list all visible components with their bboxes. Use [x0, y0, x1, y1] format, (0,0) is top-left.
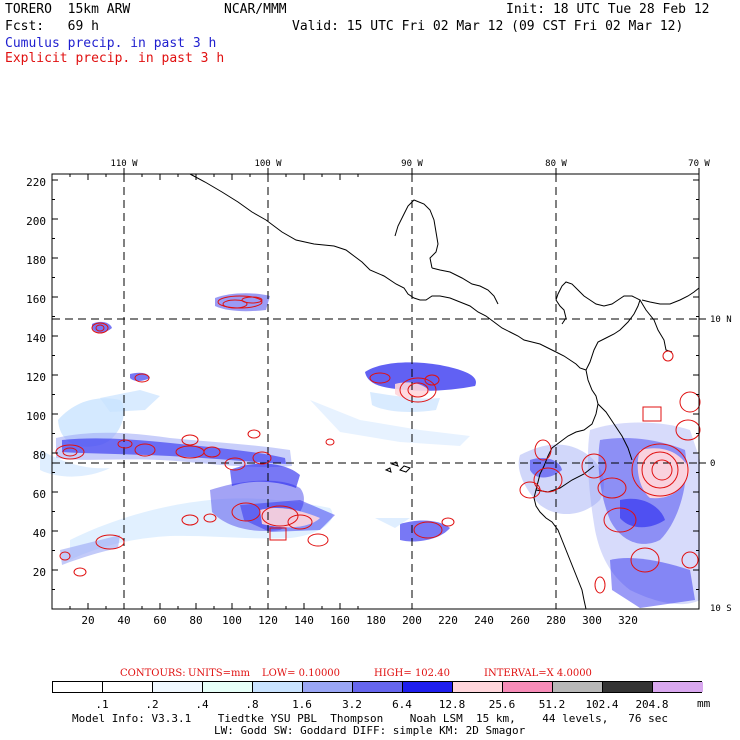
y-tick-label: 200 — [26, 215, 46, 228]
y-tick-label: 140 — [26, 332, 46, 345]
y-tick-label: 40 — [33, 527, 46, 540]
colorbar-level-label: 1.6 — [292, 698, 312, 711]
x-tick-label: 120 — [258, 614, 278, 627]
lon-label: 110 W — [110, 159, 138, 169]
x-tick-label: 200 — [402, 614, 422, 627]
explicit-precip-contours — [55, 295, 701, 594]
x-tick-label: 160 — [330, 614, 350, 627]
model-title: TORERO 15km ARW — [5, 2, 131, 17]
colorbar-swatch — [253, 682, 303, 692]
colorbar-level-label: .4 — [195, 698, 209, 711]
x-tick-label: 280 — [546, 614, 566, 627]
lon-labels: 110 W 100 W 90 W 80 W 70 W — [110, 159, 710, 169]
contour-low: LOW= 0.10000 — [262, 668, 340, 679]
lon-label: 90 W — [401, 159, 423, 169]
coastlines — [189, 173, 700, 610]
x-tick-label: 100 — [222, 614, 242, 627]
x-tick-label: 60 — [153, 614, 166, 627]
lat-label: 0 — [710, 459, 715, 469]
colorbar-level-label: 102.4 — [585, 698, 619, 711]
colorbar-unit: mm — [697, 697, 711, 710]
physics-info-line: LW: Godd SW: Goddard DIFF: simple KM: 2D… — [214, 724, 526, 737]
valid-time: Valid: 15 UTC Fri 02 Mar 12 (09 CST Fri … — [292, 19, 684, 34]
colorbar-level-label: 3.2 — [342, 698, 362, 711]
y-tick-label: 180 — [26, 254, 46, 267]
lat-lon-grid — [52, 174, 699, 609]
y-tick-labels: 220 200 180 160 140 120 100 80 60 40 20 — [26, 176, 46, 579]
colorbar-level-label: .8 — [245, 698, 259, 711]
contour-prefix: CONTOURS: — [120, 668, 186, 679]
explicit-legend-line: Explicit precip. in past 3 h — [5, 51, 225, 66]
tick-marks — [51, 168, 706, 610]
colorbar-level-label: 6.4 — [392, 698, 412, 711]
contour-units: UNITS=mm — [188, 668, 251, 679]
colorbar-swatch — [203, 682, 253, 692]
lat-labels: 10 N 0 10 S — [710, 315, 732, 614]
contour-interval: INTERVAL=X 4.0000 — [484, 668, 592, 679]
y-tick-label: 220 — [26, 176, 46, 189]
x-tick-label: 180 — [366, 614, 386, 627]
colorbar-level-label: .2 — [145, 698, 159, 711]
y-tick-label: 100 — [26, 410, 46, 423]
lon-label: 70 W — [688, 159, 710, 169]
y-tick-label: 160 — [26, 293, 46, 306]
lon-label: 80 W — [545, 159, 567, 169]
y-tick-label: 20 — [33, 566, 46, 579]
colorbar-swatch — [103, 682, 153, 692]
x-tick-label: 260 — [510, 614, 530, 627]
colorbar-swatch — [403, 682, 453, 692]
contour-info: CONTOURS: UNITS=mm LOW= 0.10000 HIGH= 10… — [120, 668, 592, 679]
colorbar-swatch — [153, 682, 203, 692]
colorbar-swatch — [603, 682, 653, 692]
y-tick-label: 80 — [33, 449, 46, 462]
colorbar-level-label: 204.8 — [635, 698, 669, 711]
x-tick-label: 240 — [474, 614, 494, 627]
lat-label: 10 N — [710, 315, 732, 325]
forecast-hour: Fcst: 69 h — [5, 19, 99, 34]
colorbar-level-label: 25.6 — [488, 698, 516, 711]
org-label: NCAR/MMM — [224, 2, 287, 17]
colorbar-level-label: .1 — [95, 698, 109, 711]
x-tick-label: 40 — [117, 614, 130, 627]
colorbar-swatch — [353, 682, 403, 692]
lon-label: 100 W — [254, 159, 282, 169]
precip-colorbar — [52, 681, 703, 693]
lat-label: 10 S — [710, 604, 732, 614]
x-tick-labels: 20 40 60 80 100 120 140 160 180 200 220 … — [81, 614, 638, 627]
colorbar-level-label: 51.2 — [538, 698, 566, 711]
cumulus-legend-line: Cumulus precip. in past 3 h — [5, 36, 217, 51]
model-info-line: Model Info: V3.3.1 Tiedtke YSU PBL Thomp… — [72, 712, 669, 725]
contour-high: HIGH= 102.40 — [374, 668, 450, 679]
y-tick-label: 120 — [26, 371, 46, 384]
y-tick-label: 60 — [33, 488, 46, 501]
map-frame — [51, 173, 700, 610]
colorbar-swatch — [303, 682, 353, 692]
x-tick-label: 320 — [618, 614, 638, 627]
colorbar-level-label: 12.8 — [438, 698, 466, 711]
colorbar-swatch — [453, 682, 503, 692]
colorbar-swatch — [553, 682, 603, 692]
colorbar-swatch — [53, 682, 103, 692]
x-tick-label: 80 — [189, 614, 202, 627]
colorbar-swatch — [653, 682, 703, 692]
x-tick-label: 220 — [438, 614, 458, 627]
x-tick-label: 20 — [81, 614, 94, 627]
colorbar-swatch — [503, 682, 553, 692]
x-tick-label: 140 — [294, 614, 314, 627]
x-tick-label: 300 — [582, 614, 602, 627]
init-time: Init: 18 UTC Tue 28 Feb 12 — [506, 2, 710, 17]
